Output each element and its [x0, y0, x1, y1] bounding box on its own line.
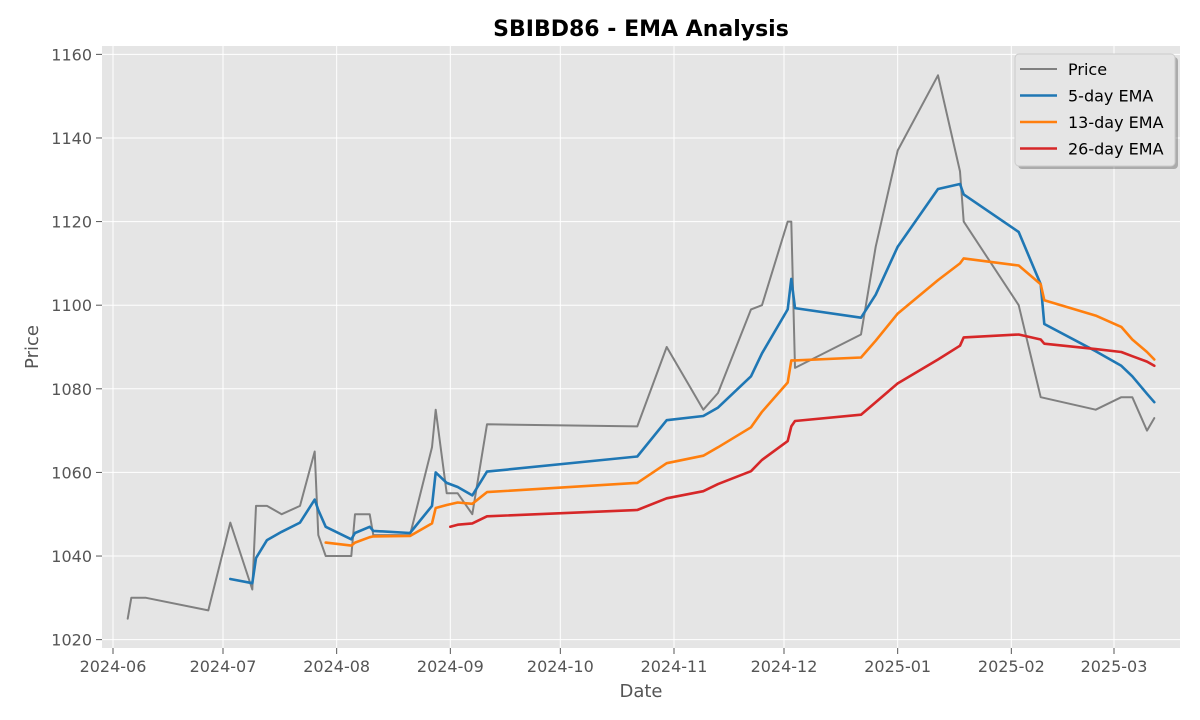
legend-label-5-day-ema: 5-day EMA — [1068, 87, 1153, 106]
y-tick-label: 1160 — [51, 45, 92, 64]
gridlines — [102, 46, 1180, 648]
x-tick-label: 2024-12 — [751, 657, 818, 676]
x-axis-ticks: 2024-06 2024-07 2024-08 2024-09 2024-10 2024-… — [80, 648, 1148, 676]
series-line-13-day-ema — [324, 257, 1156, 547]
y-tick-label: 1120 — [51, 213, 92, 232]
x-tick-label: 2024-10 — [527, 657, 594, 676]
series-line-5-day-ema — [229, 182, 1156, 585]
y-tick-label: 1020 — [51, 631, 92, 650]
x-tick-label: 2024-07 — [190, 657, 257, 676]
x-axis-label: Date — [619, 681, 662, 702]
y-tick-label: 1100 — [51, 296, 92, 315]
legend-box — [1014, 53, 1176, 167]
legend-label-13-day-ema: 13-day EMA — [1068, 113, 1164, 132]
legend-label-26-day-ema: 26-day EMA — [1068, 140, 1164, 159]
series-line-26-day-ema — [449, 333, 1156, 529]
legend-entries: Price 5-day EMA 13-day EMA 26-day EMA — [1020, 60, 1164, 159]
x-tick-label: 2024-11 — [641, 657, 708, 676]
x-tick-label: 2024-09 — [417, 657, 484, 676]
chart-title: SBIBD86 - EMA Analysis — [493, 17, 789, 42]
y-tick-label: 1080 — [51, 380, 92, 399]
legend-label-price: Price — [1068, 60, 1107, 79]
series-line-price — [126, 74, 1156, 620]
legend: Price 5-day EMA 13-day EMA 26-day EMA — [1014, 53, 1178, 169]
x-tick-label: 2025-02 — [978, 657, 1045, 676]
plot-area — [102, 46, 1180, 648]
y-tick-label: 1060 — [51, 463, 92, 482]
y-tick-label: 1140 — [51, 129, 92, 148]
x-tick-label: 2025-03 — [1081, 657, 1148, 676]
y-tick-label: 1040 — [51, 547, 92, 566]
x-tick-label: 2024-08 — [303, 657, 370, 676]
x-tick-label: 2024-06 — [80, 657, 147, 676]
series-lines — [126, 74, 1156, 620]
y-axis-ticks: 1020 1040 1060 1080 1100 1120 1140 1160 — [51, 45, 102, 650]
y-axis-label: Price — [22, 325, 43, 369]
x-tick-label: 2025-01 — [864, 657, 931, 676]
